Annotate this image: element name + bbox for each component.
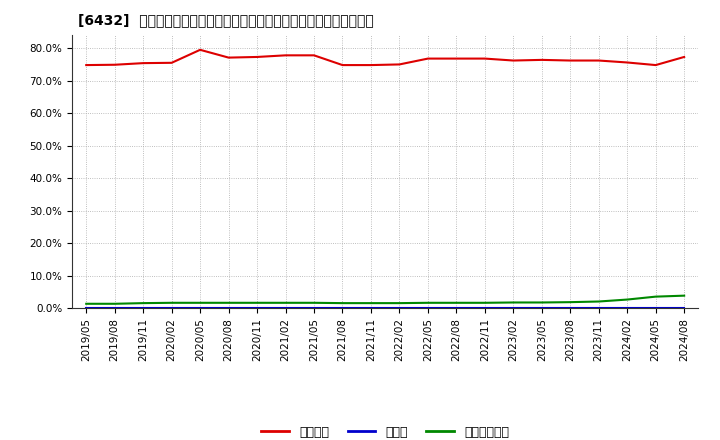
のれん xyxy=(310,305,318,311)
繰延税金資産 xyxy=(139,301,148,306)
自己資本 xyxy=(366,62,375,68)
のれん xyxy=(82,305,91,311)
のれん xyxy=(395,305,404,311)
自己資本 xyxy=(680,54,688,59)
自己資本 xyxy=(480,56,489,61)
繰延税金資産 xyxy=(338,301,347,306)
Text: [6432]  自己資本、のれん、繰延税金資産の総資産に対する比率の推移: [6432] 自己資本、のれん、繰延税金資産の総資産に対する比率の推移 xyxy=(78,13,374,27)
繰延税金資産 xyxy=(680,293,688,298)
Line: 繰延税金資産: 繰延税金資産 xyxy=(86,296,684,304)
のれん xyxy=(338,305,347,311)
自己資本 xyxy=(623,60,631,65)
のれん xyxy=(652,305,660,311)
繰延税金資産 xyxy=(623,297,631,302)
のれん xyxy=(366,305,375,311)
自己資本 xyxy=(225,55,233,60)
自己資本 xyxy=(139,60,148,66)
繰延税金資産 xyxy=(167,300,176,305)
自己資本 xyxy=(82,62,91,68)
繰延税金資産 xyxy=(652,294,660,299)
のれん xyxy=(196,305,204,311)
のれん xyxy=(537,305,546,311)
自己資本 xyxy=(452,56,461,61)
繰延税金資産 xyxy=(537,300,546,305)
のれん xyxy=(595,305,603,311)
繰延税金資産 xyxy=(395,301,404,306)
繰延税金資産 xyxy=(566,300,575,305)
自己資本 xyxy=(423,56,432,61)
のれん xyxy=(452,305,461,311)
のれん xyxy=(282,305,290,311)
繰延税金資産 xyxy=(82,301,91,306)
のれん xyxy=(423,305,432,311)
繰延税金資産 xyxy=(110,301,119,306)
自己資本 xyxy=(652,62,660,68)
自己資本 xyxy=(167,60,176,66)
自己資本 xyxy=(595,58,603,63)
のれん xyxy=(225,305,233,311)
自己資本 xyxy=(395,62,404,67)
のれん xyxy=(167,305,176,311)
繰延税金資産 xyxy=(480,300,489,305)
繰延税金資産 xyxy=(423,300,432,305)
のれん xyxy=(623,305,631,311)
繰延税金資産 xyxy=(225,300,233,305)
のれん xyxy=(480,305,489,311)
繰延税金資産 xyxy=(509,300,518,305)
繰延税金資産 xyxy=(196,300,204,305)
繰延税金資産 xyxy=(595,299,603,304)
Line: 自己資本: 自己資本 xyxy=(86,50,684,65)
のれん xyxy=(110,305,119,311)
のれん xyxy=(509,305,518,311)
のれん xyxy=(253,305,261,311)
自己資本 xyxy=(110,62,119,67)
繰延税金資産 xyxy=(452,300,461,305)
自己資本 xyxy=(338,62,347,68)
繰延税金資産 xyxy=(253,300,261,305)
のれん xyxy=(139,305,148,311)
自己資本 xyxy=(310,53,318,58)
繰延税金資産 xyxy=(310,300,318,305)
自己資本 xyxy=(282,53,290,58)
自己資本 xyxy=(253,54,261,59)
自己資本 xyxy=(537,57,546,62)
Legend: 自己資本, のれん, 繰延税金資産: 自己資本, のれん, 繰延税金資産 xyxy=(256,421,514,440)
繰延税金資産 xyxy=(366,301,375,306)
自己資本 xyxy=(196,47,204,52)
自己資本 xyxy=(566,58,575,63)
のれん xyxy=(566,305,575,311)
自己資本 xyxy=(509,58,518,63)
繰延税金資産 xyxy=(282,300,290,305)
のれん xyxy=(680,305,688,311)
